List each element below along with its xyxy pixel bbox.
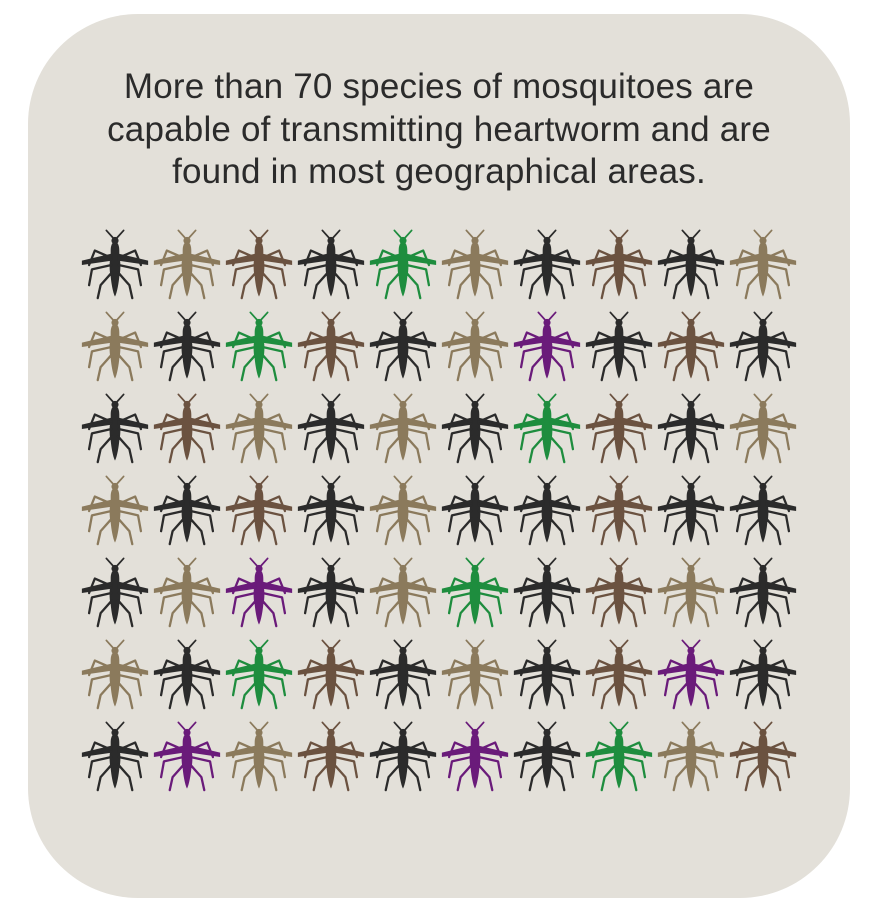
mosquito-icon bbox=[367, 470, 439, 552]
mosquito-icon bbox=[583, 470, 655, 552]
mosquito-icon bbox=[655, 388, 727, 470]
mosquito-icon bbox=[223, 306, 295, 388]
mosquito-icon bbox=[583, 388, 655, 470]
mosquito-icon bbox=[79, 306, 151, 388]
mosquito-icon bbox=[439, 224, 511, 306]
mosquito-icon bbox=[583, 634, 655, 716]
mosquito-icon bbox=[583, 306, 655, 388]
mosquito-icon bbox=[439, 388, 511, 470]
mosquito-icon bbox=[655, 224, 727, 306]
mosquito-icon bbox=[295, 388, 367, 470]
mosquito-icon bbox=[79, 224, 151, 306]
mosquito-icon bbox=[79, 470, 151, 552]
mosquito-icon bbox=[439, 716, 511, 798]
mosquito-icon bbox=[79, 388, 151, 470]
mosquito-icon bbox=[295, 470, 367, 552]
mosquito-icon bbox=[583, 224, 655, 306]
mosquito-icon bbox=[151, 224, 223, 306]
mosquito-icon bbox=[295, 716, 367, 798]
mosquito-icon bbox=[583, 716, 655, 798]
mosquito-icon bbox=[151, 470, 223, 552]
mosquito-icon bbox=[439, 634, 511, 716]
mosquito-icon bbox=[367, 388, 439, 470]
mosquito-icon bbox=[79, 552, 151, 634]
mosquito-icon bbox=[727, 634, 799, 716]
mosquito-icon bbox=[295, 306, 367, 388]
mosquito-icon bbox=[223, 470, 295, 552]
mosquito-icon bbox=[151, 552, 223, 634]
mosquito-icon bbox=[511, 224, 583, 306]
mosquito-icon bbox=[511, 634, 583, 716]
mosquito-icon bbox=[367, 552, 439, 634]
mosquito-icon bbox=[295, 552, 367, 634]
mosquito-icon bbox=[367, 634, 439, 716]
mosquito-icon bbox=[223, 388, 295, 470]
mosquito-icon bbox=[295, 224, 367, 306]
mosquito-icon bbox=[655, 306, 727, 388]
mosquito-icon bbox=[727, 224, 799, 306]
mosquito-icon bbox=[655, 470, 727, 552]
mosquito-icon bbox=[367, 224, 439, 306]
mosquito-icon bbox=[439, 306, 511, 388]
mosquito-icon bbox=[151, 634, 223, 716]
mosquito-icon bbox=[223, 716, 295, 798]
mosquito-icon bbox=[151, 306, 223, 388]
mosquito-icon bbox=[655, 716, 727, 798]
mosquito-icon bbox=[151, 388, 223, 470]
mosquito-icon bbox=[727, 716, 799, 798]
mosquito-icon bbox=[79, 634, 151, 716]
mosquito-icon bbox=[727, 470, 799, 552]
mosquito-icon bbox=[727, 306, 799, 388]
mosquito-icon bbox=[655, 552, 727, 634]
mosquito-icon bbox=[79, 716, 151, 798]
mosquito-icon bbox=[511, 306, 583, 388]
mosquito-icon bbox=[511, 552, 583, 634]
mosquito-icon bbox=[583, 552, 655, 634]
mosquito-grid bbox=[28, 224, 850, 798]
mosquito-icon bbox=[223, 634, 295, 716]
mosquito-icon bbox=[511, 470, 583, 552]
headline-text: More than 70 species of mosquitoes are c… bbox=[89, 66, 789, 194]
mosquito-icon bbox=[223, 552, 295, 634]
mosquito-icon bbox=[655, 634, 727, 716]
mosquito-icon bbox=[511, 388, 583, 470]
mosquito-icon bbox=[295, 634, 367, 716]
mosquito-icon bbox=[511, 716, 583, 798]
infographic-card: More than 70 species of mosquitoes are c… bbox=[28, 14, 850, 898]
mosquito-icon bbox=[727, 388, 799, 470]
mosquito-icon bbox=[727, 552, 799, 634]
mosquito-icon bbox=[439, 470, 511, 552]
mosquito-icon bbox=[367, 306, 439, 388]
mosquito-icon bbox=[223, 224, 295, 306]
mosquito-icon bbox=[151, 716, 223, 798]
mosquito-icon bbox=[367, 716, 439, 798]
mosquito-icon bbox=[439, 552, 511, 634]
